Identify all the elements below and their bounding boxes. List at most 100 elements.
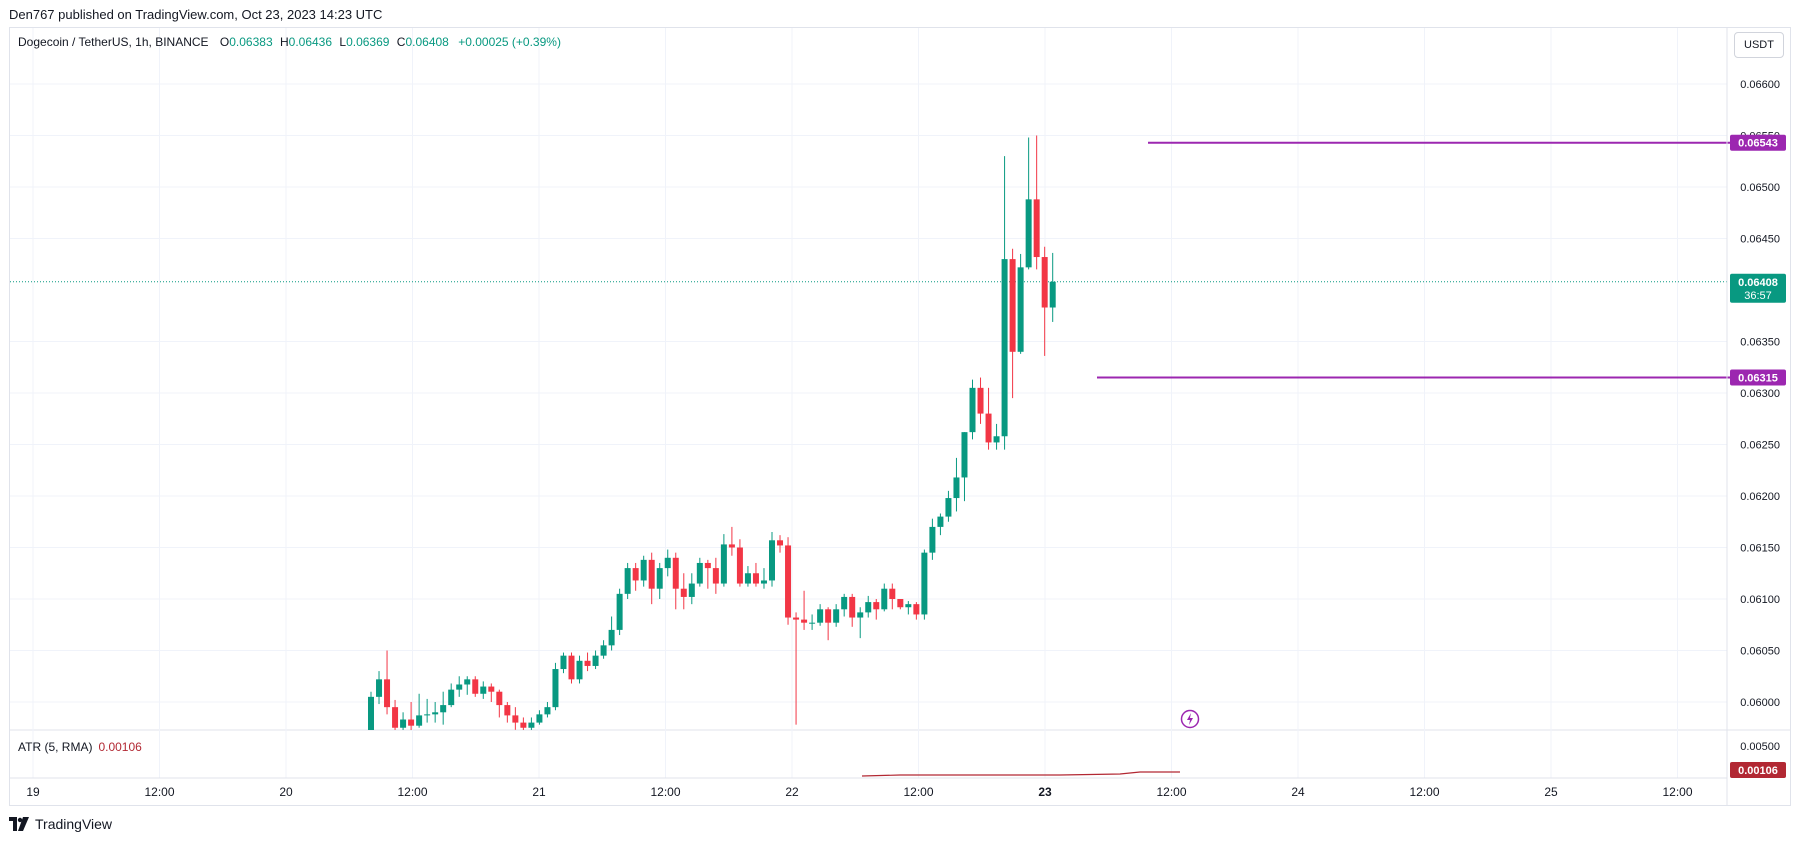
x-tick-label: 12:00 [1156,785,1186,799]
currency-button[interactable]: USDT [1734,32,1784,58]
published-by-line: Den767 published on TradingView.com, Oct… [9,7,383,22]
candle-body [977,387,984,414]
y-tick-label: 0.06250 [1740,440,1780,452]
candle-body [688,583,695,597]
candle-body [889,588,896,599]
open-value: 0.06383 [229,35,273,49]
candle-body [905,604,912,608]
atr-value-label: 0.00106 [1738,765,1778,777]
atr-pane [861,771,1180,777]
candle-body [961,432,968,478]
y-tick-label: 0.06100 [1740,594,1780,606]
candle-body [448,689,455,706]
level-price-label: 0.06315 [1738,373,1778,385]
candle-body [985,413,992,443]
candle-body [1025,199,1032,268]
candle-body [544,707,551,715]
candle-body [752,573,759,584]
candle-body [624,568,631,594]
candle-body [1017,267,1024,352]
countdown-label: 36:57 [1744,290,1772,302]
candle-body [696,562,703,584]
x-tick-label: 12:00 [650,785,680,799]
candle-body [953,477,960,499]
atr-value: 0.00106 [98,740,142,754]
x-tick-label: 12:00 [1409,785,1439,799]
candle-body [704,562,711,569]
tradingview-logo-icon [9,817,29,831]
candle-body [504,705,511,716]
candle-body [865,602,872,613]
brand-name: TradingView [35,816,113,832]
candles [368,135,1056,730]
candle-body [552,669,559,708]
x-tick-label: 12:00 [903,785,933,799]
y-tick-label: 0.06150 [1740,543,1780,555]
candle-group [368,135,1056,730]
y-tick-label: 0.06500 [1740,182,1780,194]
y-tick-label: 0.06000 [1740,697,1780,709]
candle-body [560,655,567,670]
candle-body [520,722,527,728]
candle-body [472,679,479,694]
candle-body [825,609,832,623]
candle-body [793,617,800,620]
y-tick-label: 0.06600 [1740,79,1780,91]
candle-body [528,722,535,728]
atr-tick-label: 0.00500 [1740,741,1780,753]
low-label: L [339,35,347,49]
price-axis: 0.066000.065500.065000.064500.063500.063… [1726,28,1780,806]
candle-body [929,526,936,553]
x-tick-label: 23 [1038,785,1052,799]
candle-body [680,588,687,597]
candle-body [1049,281,1056,308]
x-tick-label: 22 [785,785,799,799]
x-tick-label: 25 [1544,785,1558,799]
candle-body [432,712,439,715]
candle-body [664,557,671,569]
candle-body [368,696,374,730]
symbol-legend: Dogecoin / TetherUS, 1h, BINANCE O0.0638… [18,35,561,49]
candle-body [785,545,792,618]
candle-body [616,593,623,630]
level-price-tag [1730,134,1786,151]
close-label: C [396,35,406,49]
tradingview-brand[interactable]: TradingView [9,816,112,832]
candle-body [712,568,719,584]
candle-body [913,604,920,615]
y-tick-label: 0.06200 [1740,491,1780,503]
chart-frame [9,27,1791,806]
atr-line [861,771,1180,777]
candle-body [408,719,415,726]
atr-label: ATR (5, RMA) [18,740,93,754]
x-tick-label: 19 [26,785,40,799]
candle-body [1001,259,1008,437]
candle-body [857,612,864,618]
candle-body [632,568,639,581]
candle-body [648,559,655,589]
candle-body [384,679,391,708]
candle-body [608,629,615,646]
high-label: H [279,35,289,49]
candle-body [672,557,679,589]
atr-value-tag [1730,762,1786,778]
candle-body [1009,259,1016,352]
candle-body [440,705,447,713]
close-value: 0.06408 [405,35,449,49]
lightning-icon[interactable] [1180,709,1200,729]
x-tick-label: 21 [532,785,546,799]
candle-body [728,544,735,548]
change-value: +0.00025 (+0.39%) [458,35,561,49]
candle-body [897,599,904,608]
y-tick-label: 0.06300 [1740,388,1780,400]
atr-legend: ATR (5, RMA) 0.00106 [18,740,142,754]
candle-body [576,660,583,680]
candle-body [921,552,928,615]
x-tick-label: 12:00 [1662,785,1692,799]
candle-body [1041,257,1048,308]
candle-body [496,691,503,706]
candle-body [1033,199,1040,258]
candle-body [568,655,575,680]
